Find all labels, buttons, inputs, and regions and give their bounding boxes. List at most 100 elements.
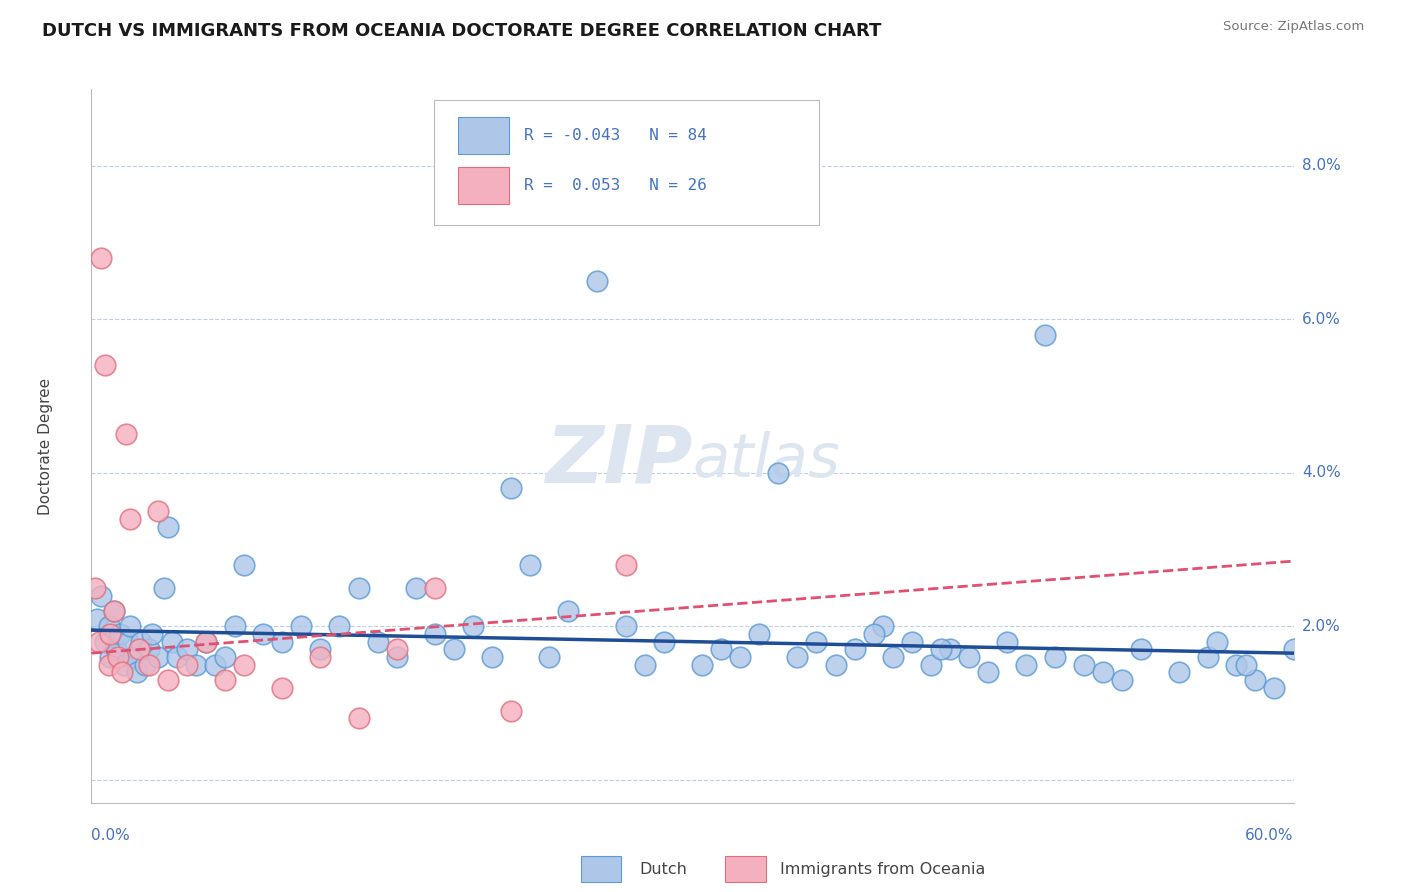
Point [710, 642, 733, 657]
Point [901, 634, 924, 648]
Point [224, 619, 246, 633]
Point [118, 619, 141, 633]
Point [786, 650, 808, 665]
Point [117, 634, 139, 648]
Text: DUTCH VS IMMIGRANTS FROM OCEANIA DOCTORATE DEGREE CORRELATION CHART: DUTCH VS IMMIGRANTS FROM OCEANIA DOCTORA… [42, 22, 882, 40]
Point [977, 665, 1000, 680]
Point [939, 642, 962, 657]
Point [271, 681, 294, 695]
Point [103, 604, 125, 618]
Point [100, 650, 122, 665]
Point [252, 627, 274, 641]
Point [1043, 650, 1066, 665]
Text: 4.0%: 4.0% [1302, 466, 1340, 481]
Text: 6.0%: 6.0% [1302, 312, 1341, 326]
Text: 2.0%: 2.0% [1302, 619, 1340, 634]
FancyBboxPatch shape [434, 100, 818, 225]
Point [634, 657, 657, 672]
Point [385, 642, 408, 657]
Point [1282, 642, 1305, 657]
Point [112, 657, 135, 672]
Point [118, 512, 141, 526]
Point [93, 359, 115, 373]
Point [614, 619, 637, 633]
Point [1225, 657, 1247, 672]
Point [309, 642, 332, 657]
Point [84, 581, 107, 595]
Point [1015, 657, 1038, 672]
Text: R =  0.053   N = 26: R = 0.053 N = 26 [524, 178, 707, 193]
Point [114, 427, 136, 442]
Point [97, 657, 120, 672]
Point [586, 274, 609, 288]
Text: ZIP: ZIP [546, 421, 692, 500]
Point [141, 627, 163, 641]
Point [176, 642, 198, 657]
FancyBboxPatch shape [458, 167, 509, 204]
Point [995, 634, 1018, 648]
Point [728, 650, 751, 665]
Point [138, 642, 160, 657]
Point [186, 657, 208, 672]
Point [138, 657, 160, 672]
Point [108, 627, 131, 641]
Point [204, 657, 226, 672]
Text: 60.0%: 60.0% [1246, 828, 1294, 843]
Point [538, 650, 561, 665]
Point [146, 504, 169, 518]
Point [844, 642, 866, 657]
Point [214, 673, 236, 687]
Point [957, 650, 980, 665]
Point [107, 650, 129, 665]
Point [122, 650, 145, 665]
Point [86, 612, 108, 626]
Point [862, 627, 884, 641]
Point [166, 650, 188, 665]
Point [1263, 681, 1285, 695]
Point [328, 619, 350, 633]
Point [423, 627, 446, 641]
Point [1206, 634, 1229, 648]
Text: Doctorate Degree: Doctorate Degree [38, 377, 53, 515]
Point [233, 558, 256, 572]
Point [1073, 657, 1095, 672]
Text: atlas: atlas [692, 431, 841, 490]
Point [90, 251, 112, 265]
Point [806, 634, 828, 648]
Point [461, 619, 484, 633]
Point [929, 642, 952, 657]
Point [652, 634, 675, 648]
FancyBboxPatch shape [458, 117, 509, 154]
Point [481, 650, 503, 665]
Point [111, 665, 134, 680]
Point [176, 657, 198, 672]
Text: Immigrants from Oceania: Immigrants from Oceania [780, 863, 986, 877]
Point [290, 619, 312, 633]
Point [824, 657, 846, 672]
Point [105, 642, 128, 657]
Point [97, 619, 120, 633]
Point [367, 634, 389, 648]
Point [1168, 665, 1191, 680]
Point [1234, 657, 1257, 672]
Point [156, 519, 179, 533]
Point [156, 673, 179, 687]
Point [233, 657, 256, 672]
Point [920, 657, 942, 672]
Point [134, 657, 156, 672]
Point [347, 581, 370, 595]
Point [194, 634, 217, 648]
Point [872, 619, 894, 633]
Point [127, 665, 149, 680]
Point [882, 650, 904, 665]
Point [443, 642, 465, 657]
Point [103, 604, 125, 618]
Point [768, 466, 790, 480]
Point [557, 604, 579, 618]
Point [519, 558, 541, 572]
Point [100, 627, 122, 641]
Point [87, 634, 110, 648]
Point [153, 581, 176, 595]
Point [90, 589, 112, 603]
Text: R = -0.043   N = 84: R = -0.043 N = 84 [524, 128, 707, 143]
